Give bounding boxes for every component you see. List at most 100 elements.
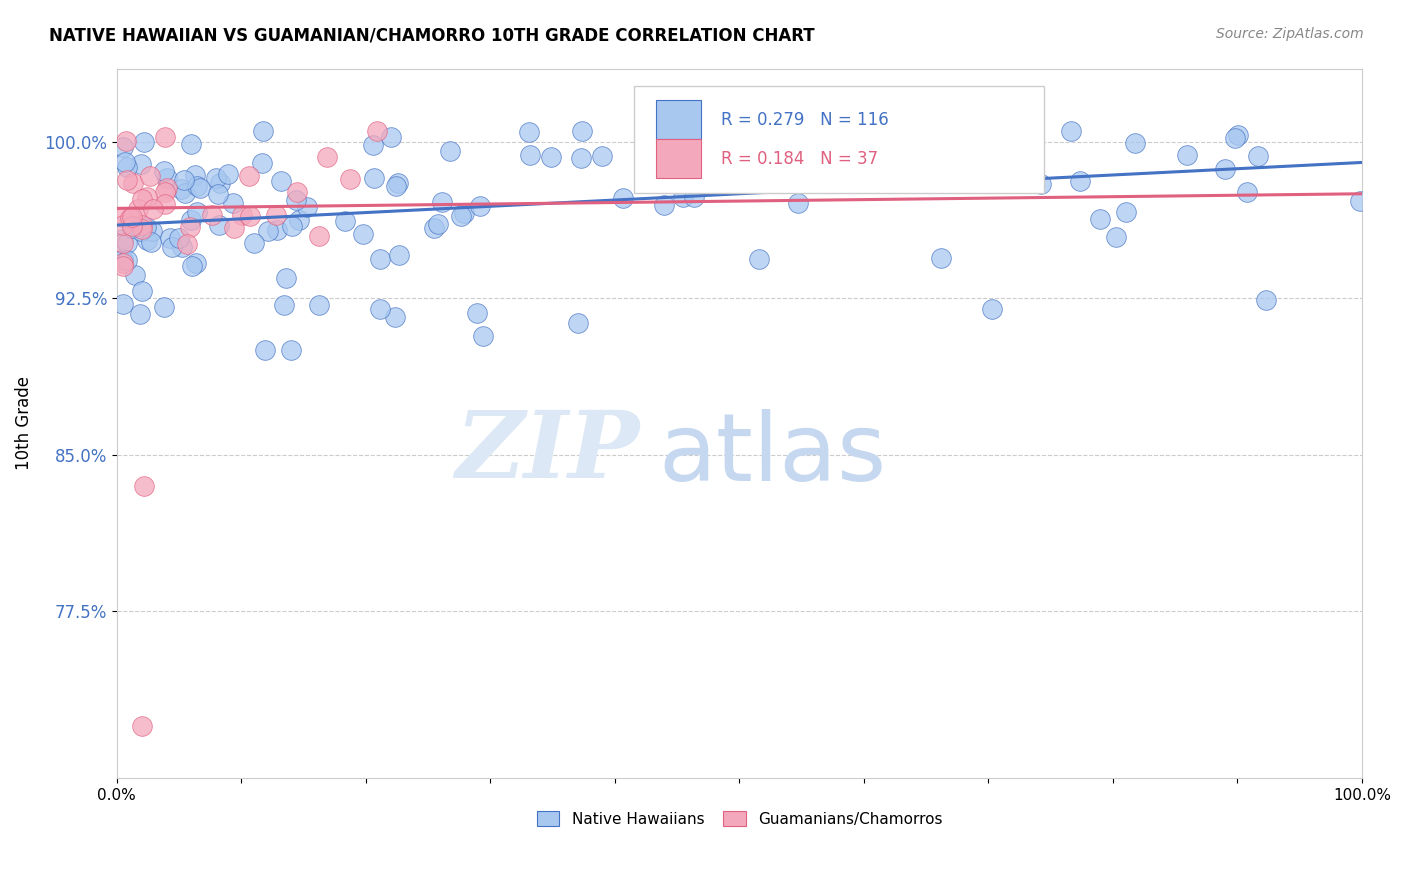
Point [980, 301, 1002, 316]
Point [252, 124, 274, 138]
Point [384, 310, 406, 324]
Point [173, 186, 195, 200]
Point [242, 235, 264, 250]
Point [170, 182, 193, 196]
Point [387, 176, 409, 190]
FancyBboxPatch shape [657, 139, 700, 178]
Point [969, 175, 991, 189]
Point [339, 171, 361, 186]
Point [136, 189, 159, 203]
Point [153, 164, 176, 178]
Point [131, 192, 153, 206]
Point [787, 169, 810, 183]
Point [179, 220, 201, 235]
Point [121, 219, 143, 234]
Point [471, 328, 494, 343]
Point [181, 259, 204, 273]
Point [239, 209, 262, 223]
Point [308, 298, 330, 312]
Point [136, 234, 159, 248]
Point [1175, 148, 1198, 162]
Point [470, 199, 492, 213]
Point [153, 197, 176, 211]
Point [567, 316, 589, 330]
Point [1105, 230, 1128, 244]
Text: atlas: atlas [658, 409, 887, 501]
Point [156, 170, 179, 185]
Point [905, 124, 928, 138]
Point [288, 212, 311, 227]
Point [142, 202, 165, 216]
Point [115, 173, 138, 187]
Point [786, 196, 808, 211]
Point [153, 300, 176, 314]
Point [281, 219, 304, 233]
Point [1236, 185, 1258, 199]
Point [134, 479, 156, 493]
Point [363, 171, 385, 186]
Point [217, 167, 239, 181]
Point [1029, 177, 1052, 191]
Point [295, 200, 318, 214]
Point [207, 186, 229, 201]
Point [388, 248, 411, 262]
Point [1115, 205, 1137, 219]
Point [112, 259, 135, 273]
Point [571, 124, 593, 138]
Point [180, 136, 202, 151]
Point [352, 227, 374, 241]
Point [114, 155, 136, 169]
Point [368, 301, 391, 316]
Point [155, 181, 177, 195]
Point [1069, 174, 1091, 188]
Point [201, 208, 224, 222]
Point [683, 190, 706, 204]
Point [231, 208, 253, 222]
Point [129, 224, 152, 238]
Point [186, 256, 208, 270]
Point [121, 220, 143, 235]
Point [222, 195, 245, 210]
Point [1223, 130, 1246, 145]
Point [517, 125, 540, 139]
Text: ZIP: ZIP [456, 407, 640, 497]
Point [155, 129, 177, 144]
Point [131, 218, 153, 232]
Point [112, 297, 135, 311]
Point [432, 194, 454, 209]
Point [1213, 161, 1236, 176]
Point [1254, 293, 1277, 308]
Point [115, 135, 138, 149]
Point [141, 224, 163, 238]
Point [453, 206, 475, 220]
Point [1246, 148, 1268, 162]
Point [250, 156, 273, 170]
Point [139, 169, 162, 184]
Point [172, 240, 194, 254]
Point [176, 236, 198, 251]
Point [384, 178, 406, 193]
Point [273, 298, 295, 312]
Point [308, 228, 330, 243]
Point [160, 240, 183, 254]
Point [333, 213, 356, 227]
Point [115, 160, 138, 174]
Point [256, 224, 278, 238]
Point [652, 198, 675, 212]
Point [169, 231, 191, 245]
Text: R = 0.279   N = 116: R = 0.279 N = 116 [721, 112, 889, 129]
Point [737, 124, 759, 138]
Point [129, 157, 152, 171]
Point [131, 222, 153, 236]
Point [540, 150, 562, 164]
Point [1018, 158, 1040, 172]
Point [465, 306, 488, 320]
Point [423, 221, 446, 235]
Point [270, 174, 292, 188]
FancyBboxPatch shape [634, 87, 1045, 193]
Point [188, 180, 211, 194]
Point [180, 213, 202, 227]
Point [361, 137, 384, 152]
Y-axis label: 10th Grade: 10th Grade [15, 376, 32, 470]
Point [519, 147, 541, 161]
